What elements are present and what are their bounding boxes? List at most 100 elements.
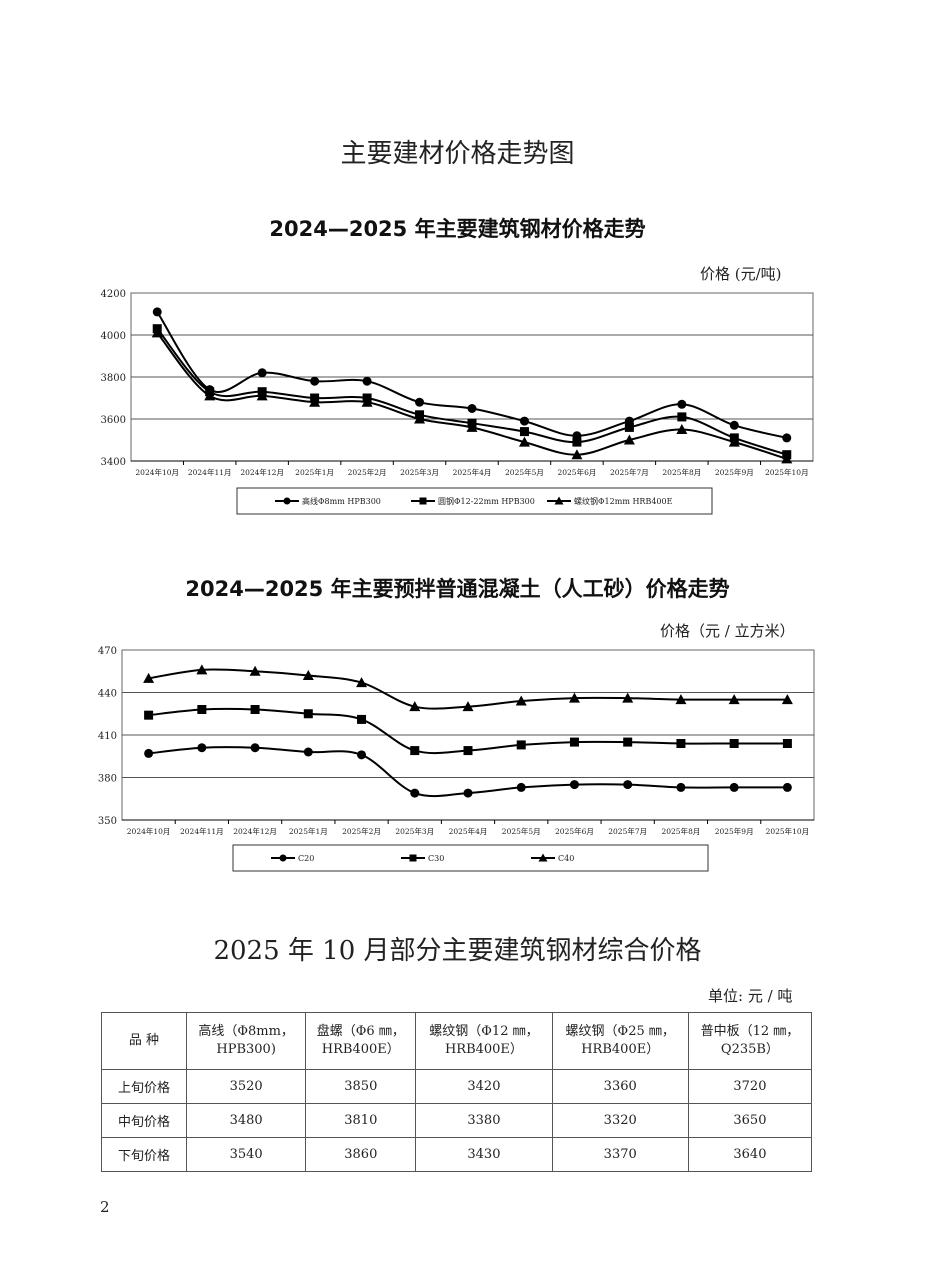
legend-label: C30 xyxy=(428,854,444,863)
marker-square xyxy=(303,709,313,719)
y-tick-label: 470 xyxy=(98,646,117,657)
x-tick-label: 2024年10月 xyxy=(127,826,171,836)
table-cell: 3650 xyxy=(687,1103,813,1138)
marker-circle xyxy=(463,788,473,798)
legend-label: 螺纹钢Φ12mm HRB400E xyxy=(574,496,673,506)
marker-circle xyxy=(197,743,207,753)
marker-circle xyxy=(415,397,425,407)
x-tick-label: 2025年6月 xyxy=(557,467,596,477)
marker-triangle xyxy=(302,670,314,680)
marker-triangle xyxy=(675,694,687,705)
marker-triangle xyxy=(728,436,740,447)
table-cell: 上旬价格 xyxy=(101,1069,187,1104)
marker-circle xyxy=(362,376,372,386)
table-cell: 3380 xyxy=(415,1103,553,1138)
table-unit: 单位: 元 / 吨 xyxy=(708,987,793,1005)
y-tick-label: 3400 xyxy=(101,457,126,468)
table-header: 高线（Φ8mm， HPB300) xyxy=(185,1012,307,1070)
marker-triangle xyxy=(466,421,478,432)
x-tick-label: 2025年3月 xyxy=(400,467,439,477)
x-tick-label: 2024年11月 xyxy=(180,826,224,836)
marker-circle xyxy=(729,782,739,792)
x-tick-label: 2024年12月 xyxy=(233,826,277,836)
marker-triangle xyxy=(249,665,261,676)
table-cell: 下旬价格 xyxy=(101,1137,187,1172)
marker-circle xyxy=(782,433,792,443)
series-line xyxy=(156,328,788,456)
marker-triangle xyxy=(781,694,793,705)
marker-circle xyxy=(144,748,154,758)
marker-triangle xyxy=(568,692,580,703)
marker-square xyxy=(519,427,529,437)
chart-2: 350 380 410 440 470 2024年10月 2024年11月 2024年12月 2… xyxy=(98,646,815,872)
table-cell: 3420 xyxy=(415,1069,553,1104)
x-tick-label: 2025年7月 xyxy=(610,467,649,477)
table-cell: 3520 xyxy=(185,1069,307,1104)
marker-triangle xyxy=(356,677,368,688)
marker-square xyxy=(782,739,792,748)
marker-square xyxy=(419,497,427,505)
marker-circle xyxy=(516,782,526,792)
marker-circle xyxy=(257,368,267,378)
marker-triangle xyxy=(518,436,530,447)
marker-square xyxy=(144,710,154,720)
marker-triangle xyxy=(143,672,155,683)
marker-triangle xyxy=(515,695,527,706)
table-cell: 中旬价格 xyxy=(101,1103,187,1138)
table-header: 盘螺（Φ6 ㎜， HRB400E） xyxy=(305,1012,417,1070)
legend-label: C20 xyxy=(298,854,314,863)
table-header: 品 种 xyxy=(101,1012,187,1070)
marker-triangle xyxy=(571,449,583,460)
chart-1: 3400 3600 3800 4000 4200 2024年10月 2024年11月 2024… xyxy=(101,289,814,515)
legend-label: C40 xyxy=(558,854,574,863)
marker-circle xyxy=(677,399,687,409)
marker-square xyxy=(463,746,473,756)
marker-triangle xyxy=(361,396,373,407)
marker-square xyxy=(569,737,579,747)
marker-triangle xyxy=(462,701,474,712)
table-cell: 3540 xyxy=(185,1137,307,1172)
table-header: 螺纹钢（Φ25 ㎜， HRB400E） xyxy=(551,1012,689,1070)
x-tick-label: 2025年7月 xyxy=(608,826,647,836)
x-tick-label: 2025年4月 xyxy=(453,467,492,477)
y-tick-label: 350 xyxy=(98,816,117,827)
chart-1-ylabel: 价格 (元/吨) xyxy=(700,265,782,283)
x-tick-label: 2025年3月 xyxy=(395,826,434,836)
table-header: 螺纹钢（Φ12 ㎜， HRB400E） xyxy=(415,1012,553,1070)
price-table: 品 种 高线（Φ8mm， HPB300) 盘螺（Φ6 ㎜， HRB400E） 螺… xyxy=(101,1012,813,1172)
marker-circle xyxy=(676,782,686,792)
marker-square xyxy=(250,705,260,714)
marker-triangle xyxy=(554,496,564,505)
y-tick-label: 410 xyxy=(98,731,117,742)
y-tick-label: 440 xyxy=(98,689,117,700)
marker-triangle xyxy=(256,390,268,401)
y-tick-label: 4200 xyxy=(101,289,126,300)
marker-square xyxy=(729,739,739,748)
marker-circle xyxy=(250,743,260,753)
marker-triangle xyxy=(676,424,688,434)
marker-triangle xyxy=(204,390,216,401)
marker-triangle xyxy=(151,327,163,338)
legend-box xyxy=(232,844,709,872)
marker-circle xyxy=(410,788,420,798)
marker-circle xyxy=(519,416,529,426)
table-cell: 3360 xyxy=(551,1069,689,1104)
x-tick-label: 2025年2月 xyxy=(342,826,381,836)
x-tick-label: 2025年2月 xyxy=(348,467,387,477)
x-tick-label: 2025年8月 xyxy=(662,467,701,477)
chart-2-title: 2024—2025 年主要预拌普通混凝土（人工砂）价格走势 xyxy=(185,577,730,601)
series-line xyxy=(156,332,788,460)
x-tick-label: 2025年9月 xyxy=(715,826,754,836)
y-tick-label: 3800 xyxy=(101,373,126,384)
marker-triangle xyxy=(409,701,421,712)
table-header-row: 品 种 高线（Φ8mm， HPB300) 盘螺（Φ6 ㎜， HRB400E） 螺… xyxy=(101,1012,813,1070)
marker-circle xyxy=(283,497,291,505)
marker-triangle xyxy=(781,453,793,464)
marker-triangle xyxy=(309,396,321,407)
marker-square xyxy=(409,854,417,862)
marker-square xyxy=(410,746,420,756)
marker-square xyxy=(623,737,633,747)
marker-circle xyxy=(782,782,792,792)
x-tick-label: 2025年1月 xyxy=(289,826,328,836)
